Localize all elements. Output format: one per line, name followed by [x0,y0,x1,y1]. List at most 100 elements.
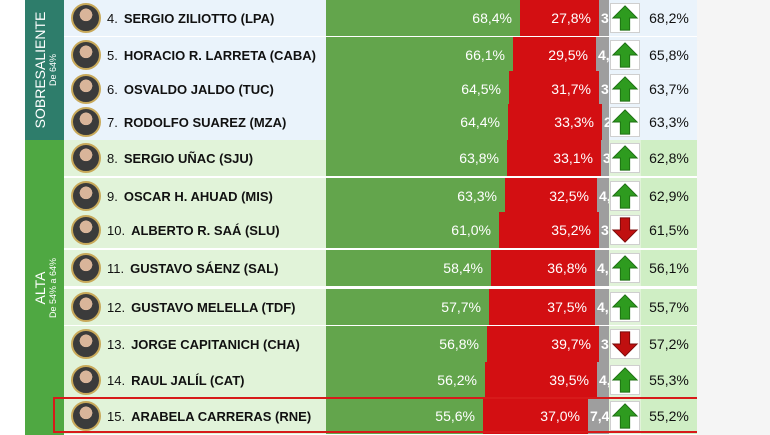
positive-value: 61,0% [451,222,491,238]
governor-name-cell: 14. RAUL JALÍL (CAT) [107,362,244,399]
blank-value: 7,4% [590,408,609,424]
section-sobresaliente: SOBRESALIENTE De 64% [25,0,64,140]
positive-value: 64,4% [460,114,500,130]
negative-bar: 29,5% [513,37,596,73]
governor-photo [71,401,101,431]
positive-value: 63,8% [459,150,499,166]
rank-number: 12. [107,300,126,315]
governor-name: ALBERTO R. SAÁ (SLU) [131,223,280,238]
blank-bar: 3,5 [599,326,609,362]
negative-bar: 36,8% [491,250,595,286]
green-up-arrow-icon [610,143,640,173]
green-up-arrow-icon [610,40,640,70]
row-divider [64,286,697,287]
governor-name-cell: 4. SERGIO ZILIOTTO (LPA) [107,0,274,37]
blank-bar: 3,8 [599,71,609,107]
blank-bar: 3,1 [601,140,609,176]
positive-value: 56,2% [437,372,477,388]
negative-bar: 37,5% [489,289,595,325]
positive-bar: 61,0% [326,212,499,248]
governor-photo [71,107,101,137]
blank-bar: 3,8 [599,212,609,248]
blank-value: 4,8 [597,299,609,315]
negative-value: 33,3% [554,114,594,130]
blank-value: 3,8 [601,222,609,238]
governor-name-cell: 12. GUSTAVO MELELLA (TDF) [107,289,295,326]
previous-value: 55,7% [641,289,697,325]
red-down-arrow-icon [610,215,640,245]
green-up-arrow-icon [610,401,640,431]
positive-bar: 55,6% [326,398,483,434]
positive-value: 66,1% [465,47,505,63]
negative-bar: 33,1% [507,140,601,176]
negative-value: 32,5% [549,188,589,204]
table-row: 11. GUSTAVO SÁENZ (SAL) 58,4% 36,8% 4,8 56,1% [64,250,697,287]
green-up-arrow-icon [610,292,640,322]
negative-value: 35,2% [551,222,591,238]
green-up-arrow-icon [610,365,640,395]
section-subtitle: De 54% a 64% [47,257,58,318]
governor-name: ARABELA CARRERAS (RNE) [131,409,312,424]
positive-bar: 56,8% [326,326,487,362]
positive-bar: 58,4% [326,250,491,286]
governor-name: JORGE CAPITANICH (CHA) [131,337,300,352]
governor-name-cell: 9. OSCAR H. AHUAD (MIS) [107,178,273,215]
governor-name-cell: 7. RODOLFO SUAREZ (MZA) [107,104,286,141]
negative-bar: 32,5% [505,178,597,214]
section-sobresaliente-label: SOBRESALIENTE De 64% [31,12,57,129]
blank-value: 4,4 [598,47,609,63]
table-row: 10. ALBERTO R. SAÁ (SLU) 61,0% 35,2% 3,8 61,5… [64,212,697,249]
negative-value: 37,0% [540,408,580,424]
positive-value: 64,5% [461,81,501,97]
governor-name-cell: 8. SERGIO UÑAC (SJU) [107,140,253,177]
green-up-arrow-icon [610,3,640,33]
positive-bar: 66,1% [326,37,513,73]
previous-value: 68,2% [641,0,697,36]
table-row: 7. RODOLFO SUAREZ (MZA) 64,4% 33,3% 2,3 63,3% [64,104,697,141]
governor-photo [71,3,101,33]
red-down-arrow-icon [610,329,640,359]
governor-photo [71,253,101,283]
table-row: 5. HORACIO R. LARRETA (CABA) 66,1% 29,5% 4,4… [64,37,697,74]
governor-photo [71,215,101,245]
blank-value: 3,8 [601,81,609,97]
rank-number: 7. [107,115,118,130]
governor-photo [71,292,101,322]
governor-photo [71,365,101,395]
negative-bar: 35,2% [499,212,599,248]
row-divider [64,176,697,177]
negative-bar: 39,5% [485,362,597,398]
blank-bar: 4,8 [595,289,609,325]
negative-bar: 33,3% [508,104,602,140]
green-up-arrow-icon [610,253,640,283]
negative-bar: 39,7% [487,326,599,362]
table-row: 6. OSVALDO JALDO (TUC) 64,5% 31,7% 3,8 63,7% [64,71,697,108]
previous-value: 62,8% [641,140,697,176]
positive-value: 68,4% [472,10,512,26]
rank-number: 8. [107,151,118,166]
rank-number: 10. [107,223,126,238]
governor-name: RODOLFO SUAREZ (MZA) [123,115,287,130]
positive-value: 56,8% [439,336,479,352]
section-alta: ALTA De 54% a 64% [25,140,64,435]
section-title: ALTA [31,271,48,304]
governor-name-cell: 15. ARABELA CARRERAS (RNE) [107,398,311,435]
previous-value: 65,8% [641,37,697,73]
governor-photo [71,74,101,104]
green-up-arrow-icon [610,74,640,104]
governor-name: HORACIO R. LARRETA (CABA) [123,48,316,63]
blank-bar: 4,4 [596,37,609,73]
negative-value: 33,1% [553,150,593,166]
rank-number: 9. [107,189,118,204]
table-row: 14. RAUL JALÍL (CAT) 56,2% 39,5% 4,3 55,3% [64,362,697,399]
blank-value: 4,2 [599,188,609,204]
negative-value: 31,7% [551,81,591,97]
governor-name: SERGIO UÑAC (SJU) [123,151,254,166]
rank-number: 11. [107,261,125,276]
blank-value: 3,8 [601,10,609,26]
governor-name-cell: 13. JORGE CAPITANICH (CHA) [107,326,300,363]
rank-number: 6. [107,82,118,97]
positive-value: 58,4% [443,260,483,276]
table-row: 9. OSCAR H. AHUAD (MIS) 63,3% 32,5% 4,2 62,9% [64,178,697,215]
blank-bar: 3,8 [599,0,609,36]
